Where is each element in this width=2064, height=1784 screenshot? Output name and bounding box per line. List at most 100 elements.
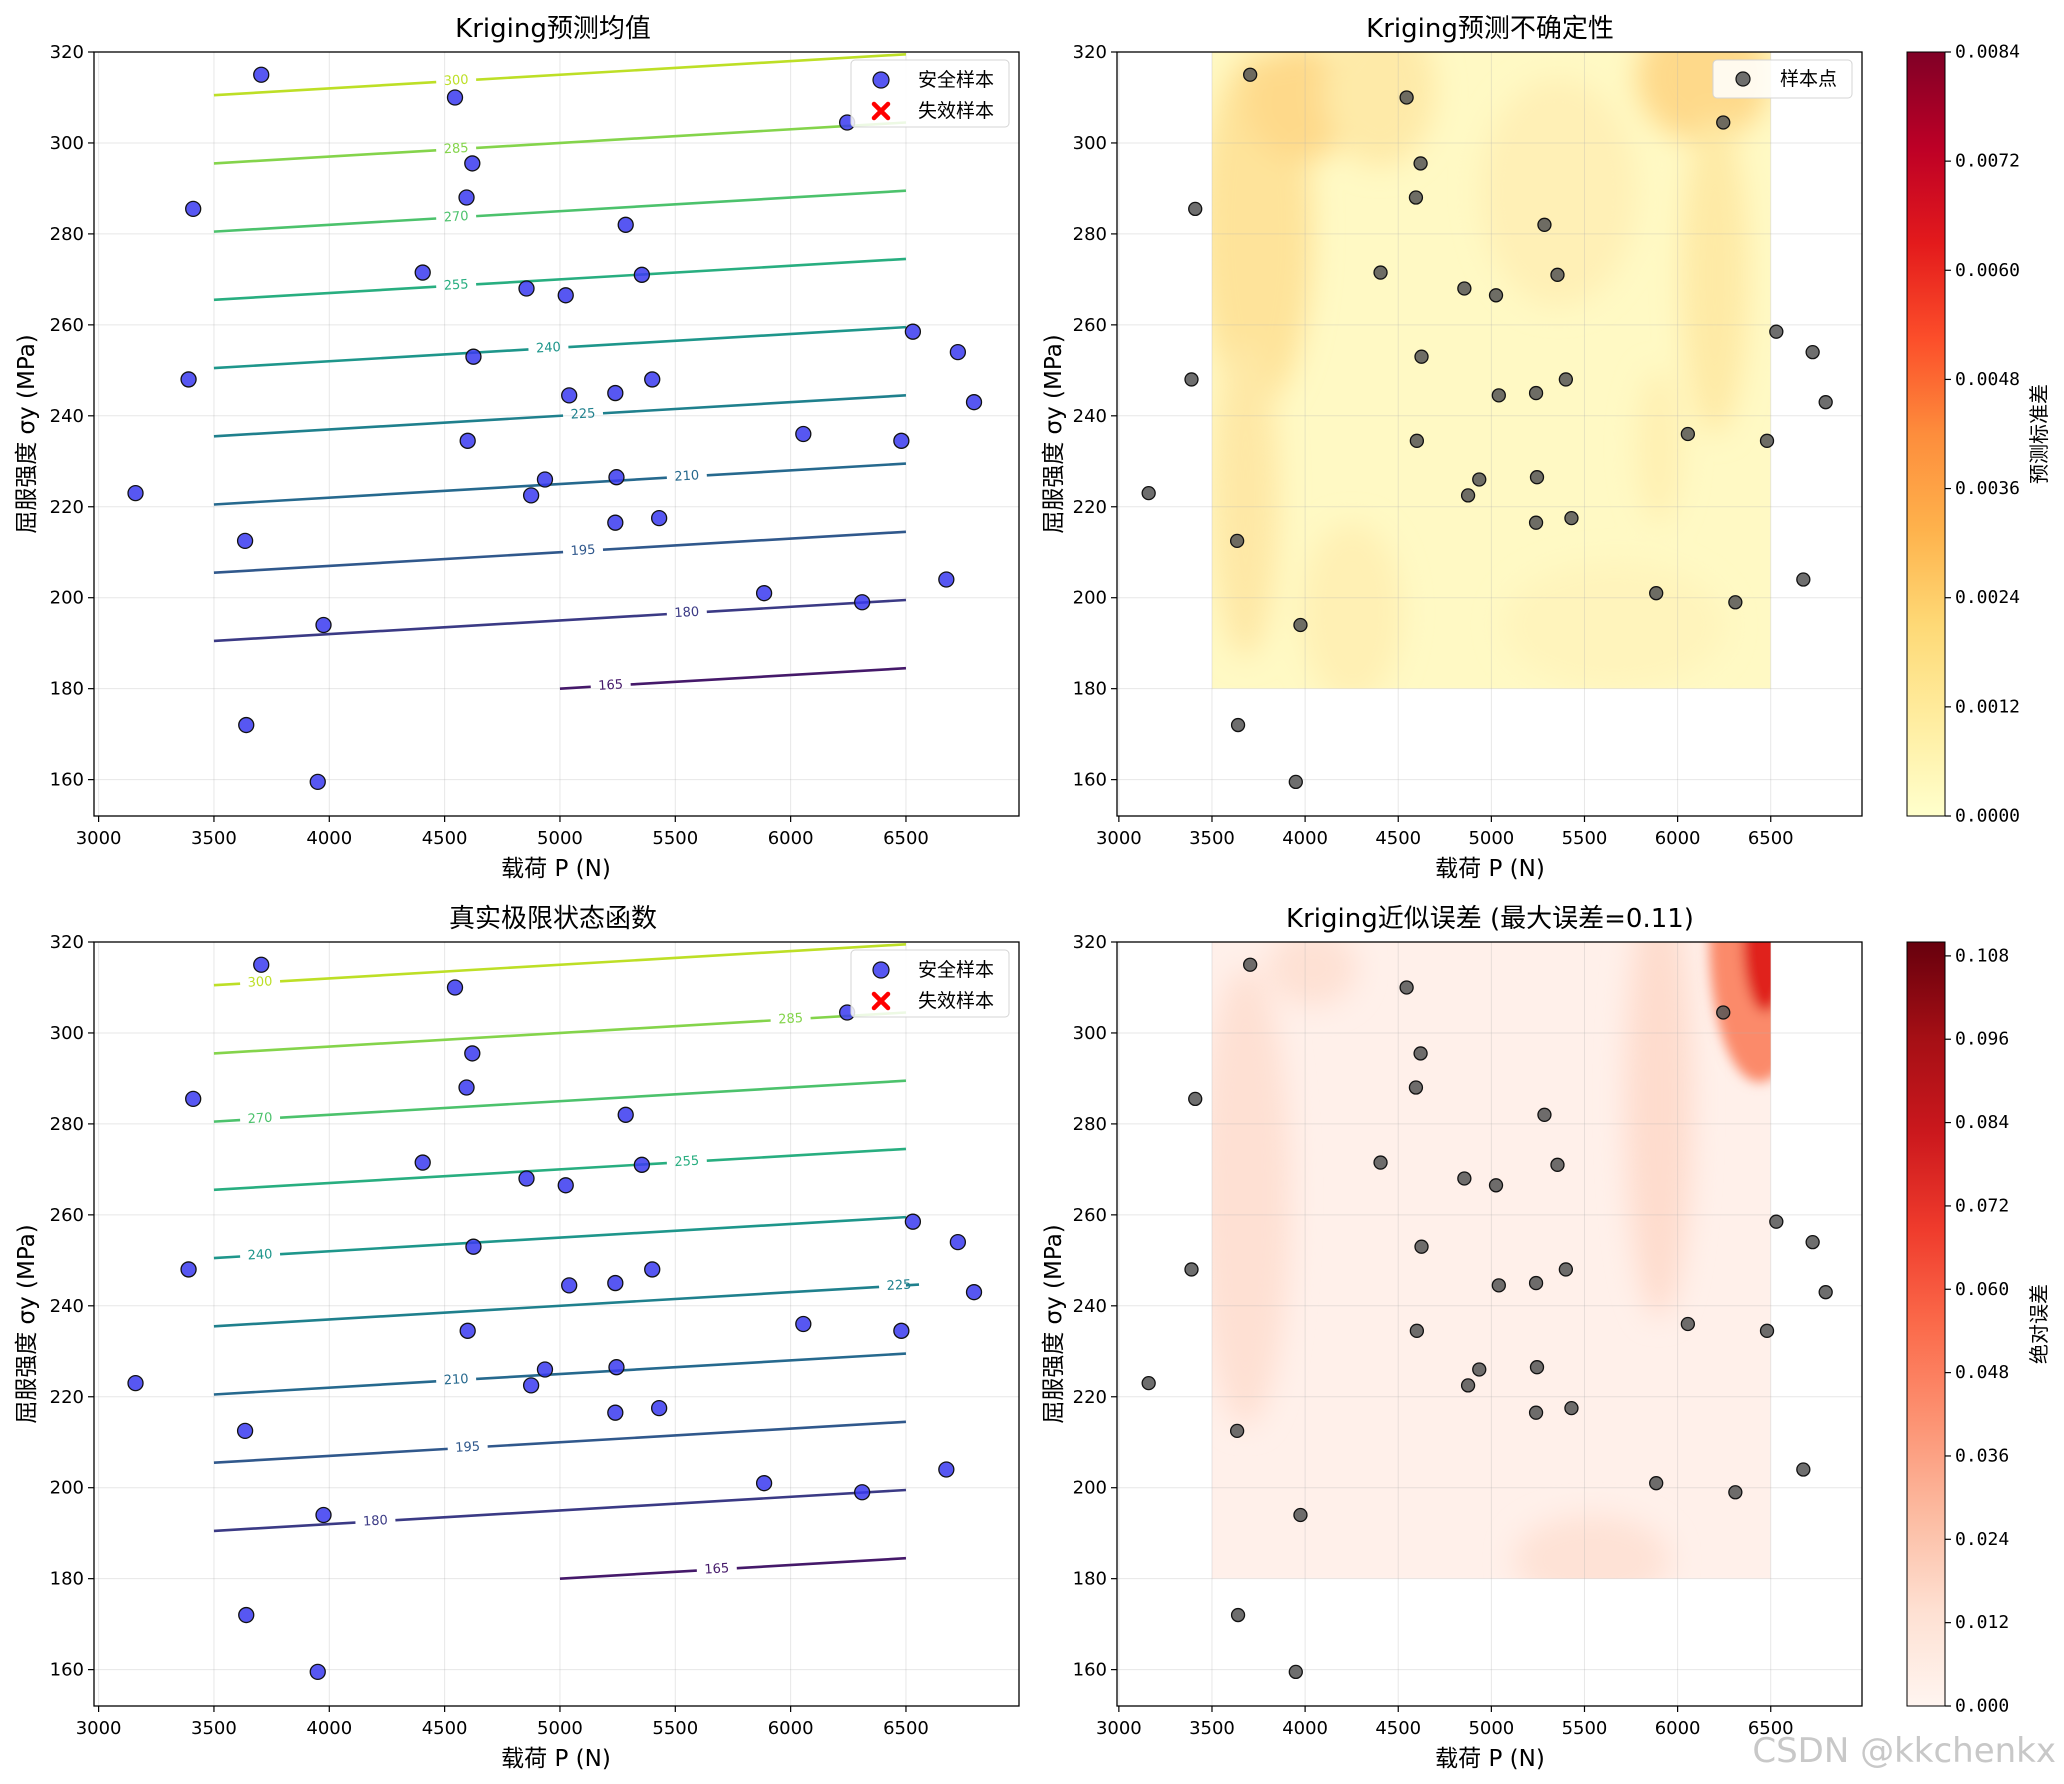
contour-line-225 (213, 414, 564, 438)
x-tick-label: 6000 (768, 1718, 814, 1739)
sample-point (608, 1359, 625, 1376)
contour-label: 195 (570, 543, 596, 559)
sample-point (853, 594, 871, 611)
y-tick-label: 260 (1073, 1205, 1107, 1226)
colorbar-tick-label: 0.060 (1955, 1279, 2009, 1300)
x-tick-label: 6000 (768, 828, 814, 849)
colorbar-tick-label: 0.0072 (1955, 151, 2020, 172)
sample-point (1141, 485, 1156, 501)
sample-point (1414, 1239, 1429, 1254)
sample-point (464, 155, 481, 172)
x-tick-label: 3000 (76, 1718, 122, 1739)
x-axis-label: 载荷 P (N) (1435, 856, 1545, 882)
colorbar-tick-label: 0.036 (1955, 1445, 2009, 1466)
y-tick-label: 180 (1073, 1569, 1107, 1590)
sample-point (1564, 510, 1579, 526)
sample-point (1414, 349, 1429, 364)
sample-point (522, 487, 540, 504)
panel-kriging-error: Kriging近似误差 (最大误差=0.11) 3000 3500 4000 4500… (1041, 904, 2051, 1772)
sample-point (755, 585, 773, 602)
legend-fail-marker (871, 991, 891, 1011)
contour-line-165 (559, 1569, 697, 1580)
y-tick-label: 260 (50, 315, 84, 336)
sample-point (1728, 1485, 1743, 1500)
contour-label: 225 (886, 1278, 912, 1294)
y-tick-label: 240 (50, 406, 84, 427)
sample-point (608, 469, 625, 486)
colorbar-ticks: 0.0000 0.0012 0.0024 0.0036 0.0048 0.0060 0.00… (1945, 42, 2020, 827)
y-tick-label: 240 (1073, 406, 1107, 427)
x-tick-label: 3000 (1096, 828, 1142, 849)
sample-point (633, 1156, 650, 1173)
sample-point (607, 1274, 624, 1292)
colorbar-tick-label: 0.0012 (1955, 696, 2020, 717)
contour-label: 240 (247, 1247, 273, 1263)
sample-point (1408, 1080, 1424, 1095)
x-tick-label: 4500 (422, 1718, 468, 1739)
sample-point (557, 1177, 574, 1194)
contour-label: 180 (674, 605, 700, 621)
sample-point (1680, 426, 1696, 442)
x-tick-label: 3500 (191, 828, 237, 849)
x-tick-label: 4000 (306, 828, 352, 849)
sample-point (1529, 1360, 1545, 1375)
legend: 安全样本 失效样本 (850, 59, 1010, 128)
sample-point (938, 571, 955, 588)
sample-point (1230, 1607, 1246, 1623)
sample-point (1373, 265, 1388, 280)
sample-point (518, 280, 535, 297)
sample-point (633, 266, 650, 283)
y-tick-label: 180 (1073, 679, 1107, 700)
y-tick-label: 320 (50, 932, 84, 953)
contour-line-165 (559, 685, 591, 690)
y-tick-label: 300 (50, 1023, 84, 1044)
x-tick-label: 5000 (1468, 828, 1514, 849)
legend-box (850, 949, 1010, 1018)
contour-line-285 (213, 1019, 771, 1055)
y-tick-label: 160 (1073, 770, 1107, 791)
x-tick-label: 6500 (883, 1718, 929, 1739)
sample-point (1759, 1323, 1775, 1338)
sample-point (795, 1315, 812, 1333)
contour-line-180 (395, 1488, 907, 1522)
x-tick-label: 5500 (652, 828, 698, 849)
contour-label: 270 (247, 1111, 273, 1127)
field-blob (1502, 561, 1727, 689)
colorbar-tick-label: 0.108 (1955, 945, 2009, 966)
y-tick-label: 280 (50, 224, 84, 245)
colorbar-tick-label: 0.0084 (1955, 42, 2020, 63)
y-tick-label: 200 (50, 588, 84, 609)
sample-point (650, 509, 668, 527)
chart-title: Kriging预测不确定性 (1366, 14, 1614, 44)
contour-line-285 (213, 148, 437, 165)
sample-point (1528, 1275, 1544, 1291)
legend-safe-label: 安全样本 (918, 959, 994, 981)
sample-point (557, 287, 574, 304)
sample-point (893, 432, 910, 449)
x-tick-label: 3500 (191, 1718, 237, 1739)
sample-point (458, 1079, 475, 1096)
x-tick-label: 6500 (1748, 1718, 1794, 1739)
colorbar-tick-label: 0.0036 (1955, 478, 2020, 499)
contour-label: 285 (778, 1011, 804, 1027)
colorbar-tick-label: 0.024 (1955, 1529, 2009, 1550)
colorbar-tick-label: 0.084 (1955, 1112, 2009, 1133)
sample-point (1184, 1262, 1199, 1277)
contour-line-195 (487, 1420, 907, 1448)
sample-point (309, 773, 326, 791)
sample-point (1716, 1005, 1731, 1020)
sample-point (607, 384, 624, 402)
field-blob (1681, 115, 1749, 434)
chart-title: 真实极限状态函数 (449, 904, 657, 934)
sample-point (446, 979, 464, 996)
contour-line-180 (213, 612, 667, 643)
sample-point (465, 1238, 482, 1255)
legend-box (1712, 59, 1853, 99)
grid-lines (1117, 941, 1862, 1706)
legend-points-label: 样本点 (1780, 68, 1837, 90)
contour-line-210 (706, 462, 907, 477)
sample-point (536, 1361, 554, 1378)
sample-point (446, 89, 464, 106)
colorbar-strip (1906, 51, 1946, 817)
